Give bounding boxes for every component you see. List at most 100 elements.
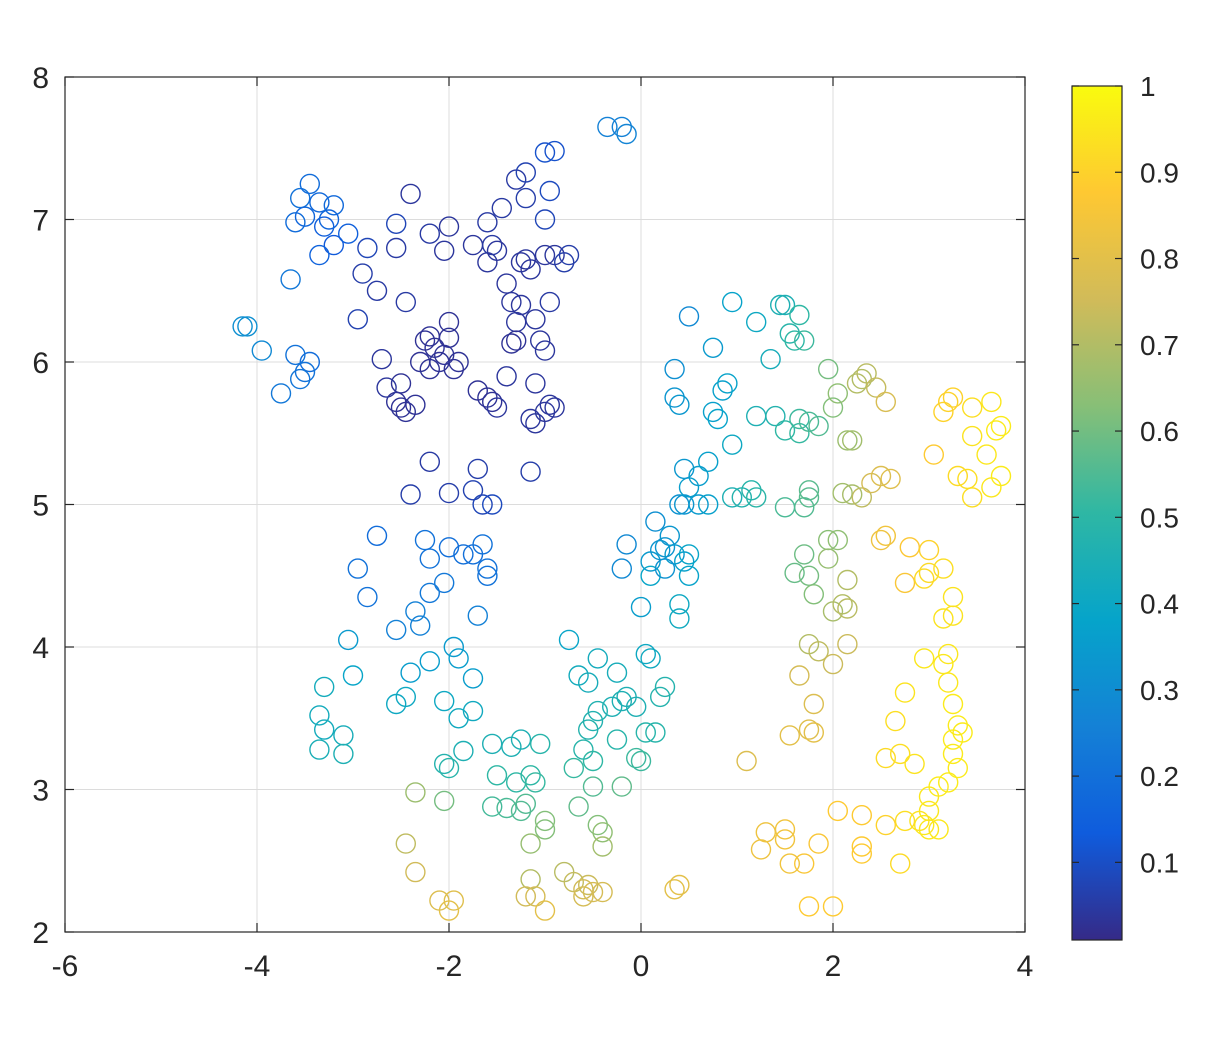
- scatter-point: [851, 805, 872, 826]
- scatter-point: [462, 480, 484, 501]
- scatter-point: [688, 465, 709, 487]
- scatter-point: [669, 874, 690, 896]
- scatter-point: [405, 601, 426, 622]
- scatter-point: [587, 700, 608, 722]
- axes: -6 -4 -2 0 2 4 2 3 4 5 6 7 8: [32, 62, 1033, 983]
- scatter-point: [414, 330, 436, 351]
- scatter-point: [395, 833, 416, 854]
- scatter-point: [438, 900, 460, 921]
- scatter-point: [477, 565, 498, 586]
- scatter-point: [237, 316, 258, 337]
- scatter-point: [789, 665, 810, 686]
- scatter-point: [798, 480, 820, 501]
- y-tick-label: 7: [32, 205, 49, 238]
- scatter-point: [290, 368, 311, 390]
- scatter-point: [453, 544, 474, 565]
- scatter-point: [515, 793, 536, 814]
- scatter-point: [323, 195, 344, 216]
- y-tick-label: 8: [32, 62, 49, 95]
- scatter-point: [534, 340, 556, 361]
- scatter-point: [856, 363, 877, 384]
- x-tick-label: 0: [633, 950, 650, 983]
- scatter-point: [837, 598, 858, 619]
- scatter-point: [938, 672, 959, 693]
- scatter-point: [544, 397, 565, 418]
- scatter-point: [462, 668, 484, 689]
- scatter-point: [760, 349, 781, 370]
- scatter-point: [395, 291, 416, 313]
- scatter-point: [592, 836, 613, 857]
- scatter-point: [333, 743, 354, 765]
- scatter-point: [496, 366, 517, 387]
- scatter-point: [827, 383, 848, 404]
- scatter-point: [530, 330, 551, 351]
- scatter-point: [400, 662, 421, 683]
- scatter-point: [712, 380, 733, 401]
- scatter-point: [472, 494, 493, 515]
- scatter-point: [419, 223, 440, 244]
- scatter-point: [434, 753, 455, 775]
- scatter-point: [443, 358, 464, 380]
- scatter-point: [837, 430, 858, 451]
- scatter-point: [515, 886, 536, 907]
- scatter-point: [501, 333, 522, 354]
- scatter-point: [448, 708, 469, 729]
- scatter-point: [366, 525, 388, 546]
- scatter-point: [626, 747, 647, 769]
- scatter-point: [842, 484, 863, 505]
- scatter-point: [981, 391, 1002, 413]
- scatter-point: [314, 676, 335, 698]
- scatter-point: [798, 411, 820, 432]
- scatter-point: [808, 641, 829, 662]
- scatter-point: [405, 782, 426, 803]
- scatter-point: [534, 209, 556, 230]
- scatter-point: [933, 558, 954, 579]
- scatter-point: [746, 405, 767, 427]
- scatter-point: [520, 765, 541, 786]
- scatter-point: [347, 558, 368, 579]
- scatter-point: [434, 240, 455, 262]
- scatter-point: [664, 879, 685, 900]
- scatter-point: [611, 116, 632, 138]
- scatter-point: [822, 653, 844, 675]
- scatter-point: [539, 291, 560, 313]
- scatter-point: [520, 259, 541, 280]
- scatter-point: [434, 790, 455, 812]
- scatter-point: [765, 405, 786, 427]
- colorbar: 0.1 0.2 0.3 0.4 0.5 0.6 0.7 0.8 0.9 1: [1071, 71, 1179, 941]
- scatter-point: [654, 676, 676, 698]
- scatter-point: [496, 797, 517, 819]
- colorbar-tick-label: 0.2: [1140, 761, 1179, 792]
- scatter-point: [798, 719, 820, 740]
- y-tick-label: 3: [32, 775, 49, 808]
- scatter-point: [818, 358, 839, 380]
- scatter-point: [338, 223, 359, 244]
- scatter-point: [314, 216, 335, 237]
- scatter-point: [486, 765, 508, 786]
- colorbar-tick-label: 0.9: [1140, 157, 1179, 188]
- scatter-point: [338, 629, 359, 651]
- scatter-point: [606, 729, 628, 750]
- scatter-point: [678, 565, 700, 586]
- scatter-point: [755, 822, 776, 843]
- scatter-point: [635, 722, 656, 743]
- scatter-point: [582, 881, 604, 903]
- scatter-point: [918, 786, 940, 807]
- scatter-point: [630, 750, 652, 772]
- scatter-point: [525, 886, 546, 907]
- scatter-point: [942, 729, 964, 750]
- scatter-point: [486, 397, 508, 418]
- scatter-point: [323, 234, 344, 256]
- y-tick-label: 2: [32, 917, 49, 950]
- y-tick-label: 4: [32, 632, 49, 665]
- scatter-point: [746, 487, 767, 508]
- scatter-point: [635, 643, 656, 665]
- scatter-point: [770, 294, 791, 316]
- scatter-point: [894, 810, 916, 832]
- scatter-point: [875, 525, 896, 546]
- scatter-point: [890, 853, 911, 874]
- scatter-point: [698, 451, 719, 472]
- colorbar-gradient: [1071, 85, 1123, 941]
- scatter-point: [899, 537, 920, 558]
- scatter-point: [962, 397, 983, 418]
